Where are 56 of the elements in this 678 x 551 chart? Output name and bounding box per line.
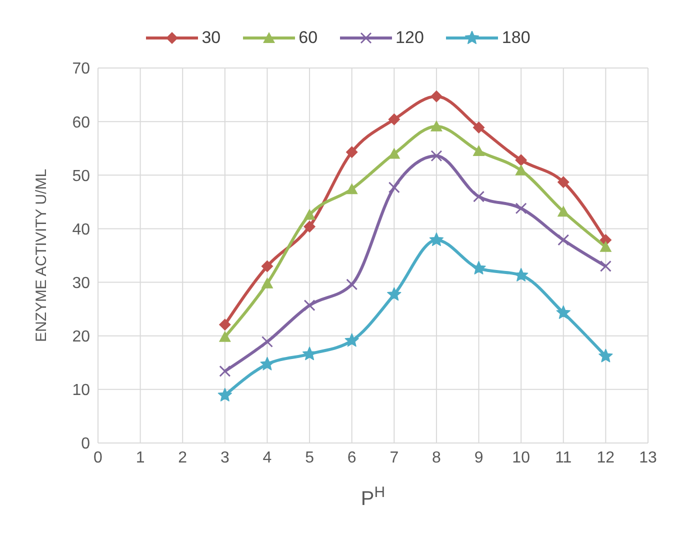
x-tick-label: 12 [596, 449, 615, 466]
x-tick-label: 13 [639, 449, 657, 466]
y-axis-title: ENZYME ACTIVITY U/ML [33, 168, 50, 342]
point [261, 260, 274, 272]
point [387, 287, 402, 301]
x-tick-label: 6 [347, 449, 356, 466]
y-tick-label: 0 [81, 436, 90, 453]
x-tick-label: 11 [555, 449, 572, 466]
x-tick-label: 4 [262, 449, 272, 466]
x-tick-label: 8 [432, 449, 442, 466]
point [429, 232, 444, 246]
point [260, 356, 274, 370]
point [218, 318, 231, 331]
point [472, 260, 486, 274]
point [557, 206, 570, 217]
x-tick-label: 1 [136, 449, 145, 466]
legend-label: 30 [202, 28, 221, 48]
point [472, 121, 485, 134]
point [598, 348, 613, 362]
point [261, 277, 274, 288]
y-tick-label: 40 [72, 221, 90, 238]
x-tick-label: 10 [512, 449, 530, 466]
point [430, 120, 442, 132]
x-tick-label: 7 [390, 449, 399, 466]
point [556, 305, 570, 319]
y-tick-label: 10 [72, 382, 90, 400]
y-tick-label: 50 [72, 168, 90, 185]
point [515, 154, 528, 166]
point [346, 146, 358, 158]
x-axis-title: P$^{H}$ [360, 484, 386, 510]
x-tick-label: 5 [305, 449, 314, 466]
point [304, 208, 316, 220]
point [344, 333, 359, 347]
y-tick-label: 20 [72, 328, 90, 346]
point [388, 148, 400, 159]
legend-label: 180 [502, 28, 530, 48]
point [514, 268, 528, 282]
y-tick-label: 60 [72, 114, 90, 132]
y-tick-label: 70 [72, 60, 90, 78]
x-tick-label: 3 [220, 449, 230, 466]
point [388, 113, 400, 126]
point [430, 90, 442, 102]
point [218, 388, 232, 402]
x-tick-label: 9 [474, 449, 484, 466]
legend-label: 120 [396, 28, 424, 48]
point [472, 145, 485, 156]
point [218, 330, 231, 342]
legend-label: 60 [298, 28, 318, 48]
y-tick-label: 30 [72, 274, 90, 292]
point [600, 240, 612, 252]
point [304, 220, 316, 233]
point [557, 176, 570, 188]
point [346, 183, 358, 194]
x-tick-label: 2 [178, 449, 188, 466]
point [302, 346, 317, 360]
x-tick-label: 0 [94, 449, 103, 466]
